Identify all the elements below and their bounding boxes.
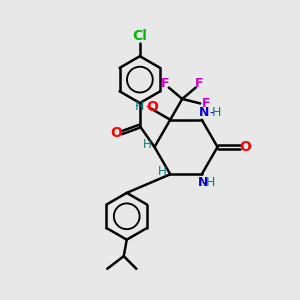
Text: O: O <box>239 140 251 154</box>
Text: F: F <box>201 97 210 110</box>
Text: N: N <box>199 106 209 119</box>
Text: F: F <box>195 77 204 90</box>
Text: N: N <box>198 176 208 189</box>
Text: -: - <box>209 106 214 119</box>
Text: O: O <box>146 100 158 114</box>
Text: Cl: Cl <box>132 29 147 43</box>
Text: H: H <box>212 106 221 119</box>
Text: H: H <box>135 100 144 113</box>
Text: H: H <box>142 137 152 151</box>
Text: O: O <box>110 126 122 140</box>
Text: H: H <box>158 165 166 178</box>
Text: -: - <box>145 100 149 113</box>
Text: H: H <box>206 176 215 189</box>
Text: F: F <box>161 77 170 90</box>
